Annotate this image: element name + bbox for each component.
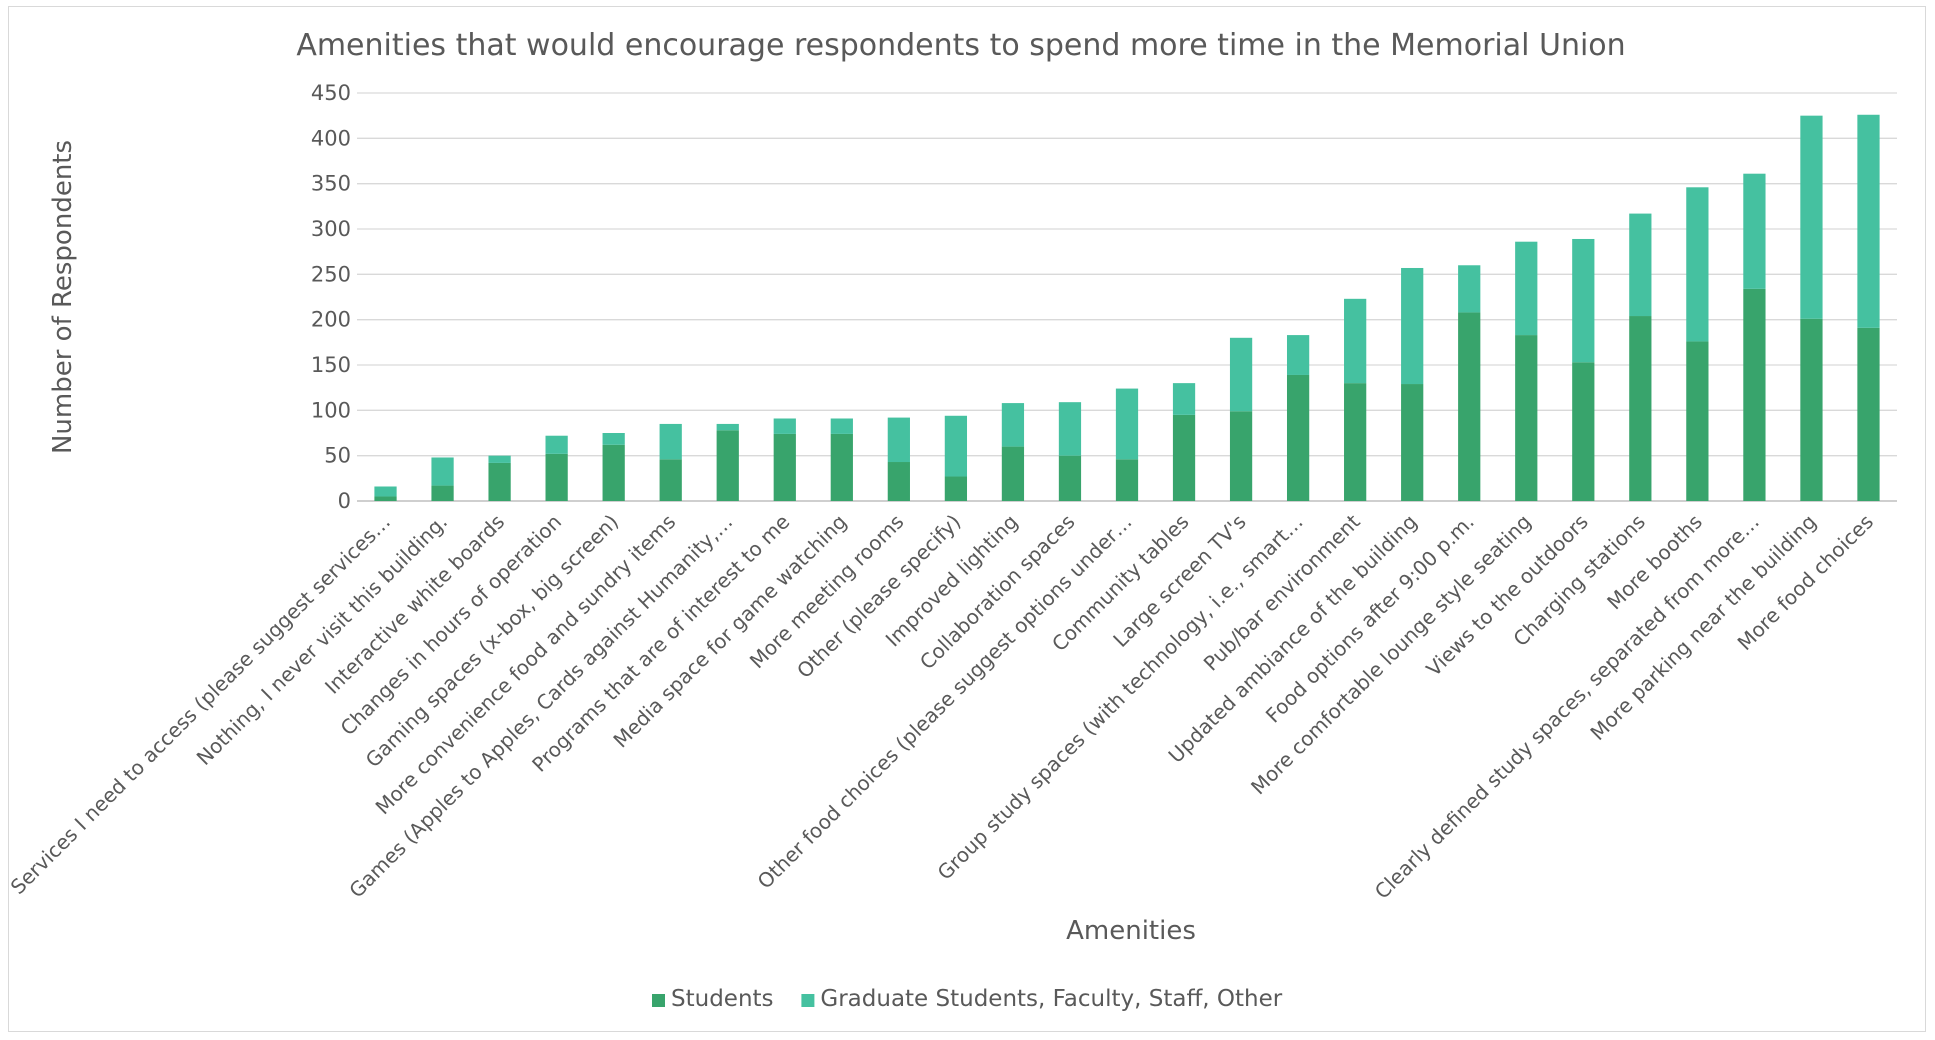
bar-students xyxy=(1743,288,1766,501)
bar-students xyxy=(1800,318,1823,501)
bar-grad-faculty-staff xyxy=(488,455,511,463)
chart-title: Amenities that would encourage responden… xyxy=(296,28,1625,63)
y-tick-label: 400 xyxy=(311,126,351,150)
bar-students xyxy=(1572,362,1595,501)
y-tick-label: 50 xyxy=(324,444,351,468)
bar-grad-faculty-staff xyxy=(830,418,853,434)
x-category-label: Services I need to access (please sugges… xyxy=(9,510,395,899)
bar-students xyxy=(1286,374,1310,501)
bar-students xyxy=(488,462,511,501)
x-axis-category-labels: Services I need to access (please sugges… xyxy=(9,509,1878,903)
bar-students xyxy=(1857,327,1880,501)
y-tick-label: 450 xyxy=(311,81,351,105)
bar-grad-faculty-staff xyxy=(1344,298,1367,384)
y-tick-label: 250 xyxy=(311,262,351,286)
bar-grad-faculty-staff xyxy=(1286,335,1310,375)
bar-students xyxy=(1058,455,1082,501)
bar-grad-faculty-staff xyxy=(1743,173,1766,289)
legend: Students Graduate Students, Faculty, Staf… xyxy=(652,986,1283,1012)
bar-grad-faculty-staff xyxy=(1458,265,1481,313)
bar-grad-faculty-staff xyxy=(1172,383,1196,415)
bar-students xyxy=(1115,459,1139,501)
bar-grad-faculty-staff xyxy=(1857,114,1880,328)
bar-students xyxy=(602,444,625,501)
bar-students xyxy=(1001,446,1025,501)
bar-grad-faculty-staff xyxy=(773,418,796,434)
bar-grad-faculty-staff xyxy=(1229,337,1253,412)
bar-students xyxy=(773,433,796,501)
legend-swatch xyxy=(652,994,665,1007)
bar-grad-faculty-staff xyxy=(1515,241,1538,336)
bar-grad-faculty-staff xyxy=(602,433,625,445)
legend-label: Students xyxy=(671,986,774,1012)
bar-grad-faculty-staff xyxy=(1800,115,1823,319)
bar-grad-faculty-staff xyxy=(887,417,910,463)
bar-students xyxy=(659,459,682,501)
bar-students xyxy=(1172,414,1196,501)
legend-swatch xyxy=(801,994,815,1007)
bar-students xyxy=(1344,383,1367,501)
bar-grad-faculty-staff xyxy=(545,435,568,454)
x-axis-title: Amenities xyxy=(1066,916,1196,946)
bar-grad-faculty-staff xyxy=(1001,403,1025,447)
bar-grad-faculty-staff xyxy=(1629,213,1652,317)
y-tick-label: 150 xyxy=(311,353,351,377)
bar-grad-faculty-staff xyxy=(1401,267,1424,385)
bar-students xyxy=(374,496,397,501)
bar-grad-faculty-staff xyxy=(944,415,968,477)
bar-students xyxy=(1686,341,1709,501)
bar-students xyxy=(716,430,739,501)
stacked-bar-chart: Amenities that would encourage responden… xyxy=(9,28,1897,1012)
bar-grad-faculty-staff xyxy=(659,423,682,460)
bar-grad-faculty-staff xyxy=(1058,402,1082,456)
bar-students xyxy=(830,433,853,501)
y-tick-label: 100 xyxy=(311,398,351,422)
bar-students xyxy=(1458,312,1481,501)
bar-grad-faculty-staff xyxy=(1115,388,1139,460)
bar-students xyxy=(944,476,968,501)
bar-grad-faculty-staff xyxy=(431,457,454,486)
bar-students xyxy=(1629,316,1652,501)
bar-students xyxy=(1229,411,1253,501)
y-tick-label: 200 xyxy=(311,308,351,332)
bar-students xyxy=(431,485,454,501)
x-category-label: Food options after 9:00 p.m. xyxy=(1261,510,1479,728)
bar-grad-faculty-staff xyxy=(1686,187,1709,342)
y-axis-title: Number of Respondents xyxy=(48,140,78,454)
bars xyxy=(374,114,1880,501)
bar-grad-faculty-staff xyxy=(374,486,397,497)
chart-frame: Amenities that would encourage responden… xyxy=(8,6,1926,1032)
bar-students xyxy=(1515,335,1538,501)
bar-grad-faculty-staff xyxy=(1572,238,1595,363)
bar-grad-faculty-staff xyxy=(716,423,739,431)
bar-students xyxy=(1401,384,1424,501)
y-tick-label: 300 xyxy=(311,217,351,241)
bar-students xyxy=(887,462,910,501)
y-axis-ticks: 0 50 100 150 200 250 300 350 400 450 xyxy=(311,81,351,513)
legend-label: Graduate Students, Faculty, Staff, Other xyxy=(820,986,1282,1012)
y-tick-label: 0 xyxy=(338,489,351,513)
y-tick-label: 350 xyxy=(311,172,351,196)
bar-students xyxy=(545,453,568,501)
